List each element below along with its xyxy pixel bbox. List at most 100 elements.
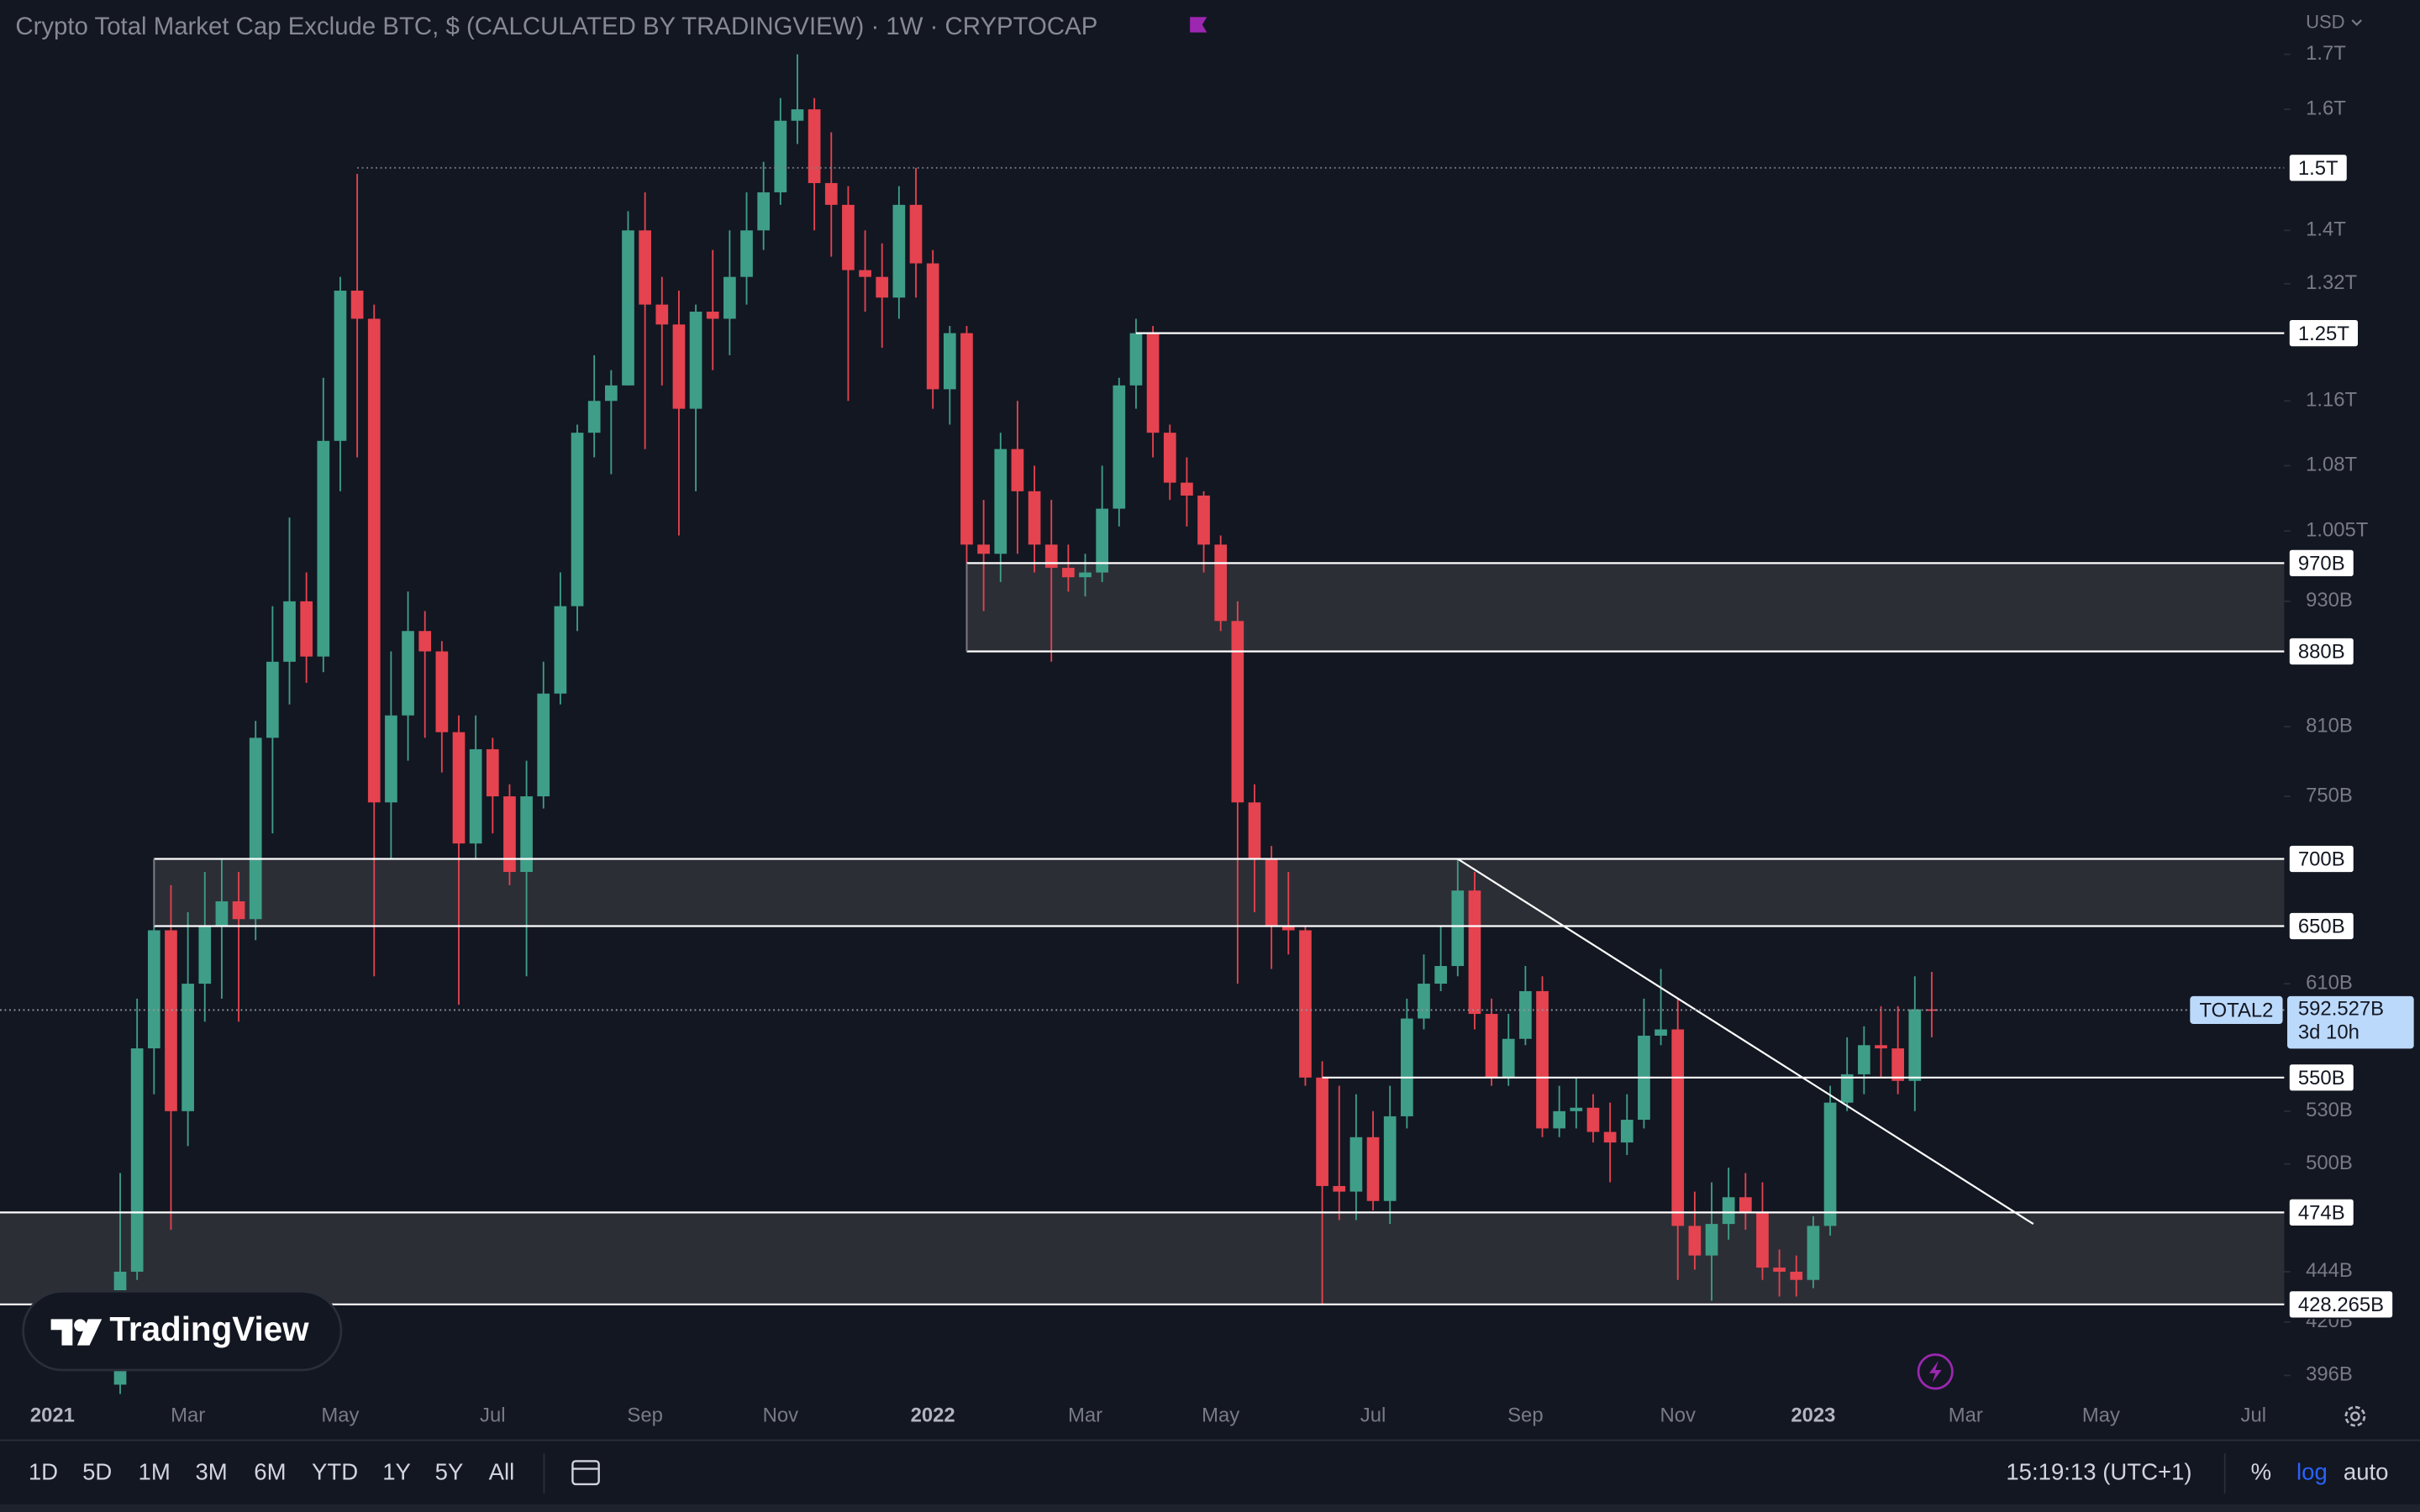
candle-body — [469, 748, 482, 844]
candle-body — [571, 433, 584, 606]
settings-gear[interactable] — [2344, 1405, 2366, 1427]
candle-body — [1908, 1009, 1922, 1081]
candle-body — [537, 693, 550, 797]
candle-body — [757, 192, 771, 231]
logo[interactable]: TradingView — [22, 1289, 343, 1372]
candle-body — [1011, 449, 1024, 491]
candle-body — [402, 631, 414, 716]
candle-body — [1858, 1045, 1870, 1074]
candle-body — [1451, 890, 1465, 967]
candle-body — [418, 631, 432, 652]
x-tick-label: Mar — [1068, 1404, 1102, 1426]
plot-area: 1.7T 1.6T 1.4T 1.32T 1.16T 1.08T 1.005T 930B 810… — [0, 42, 2414, 1426]
date-range-button[interactable] — [571, 1460, 600, 1486]
candle-body — [1265, 858, 1278, 927]
auto-toggle[interactable]: auto — [2344, 1458, 2389, 1484]
level-label: 550B — [2298, 1067, 2345, 1089]
zone — [966, 563, 2285, 652]
candle-body — [1536, 990, 1549, 1129]
candle-body — [655, 304, 669, 325]
level-label-box — [2287, 844, 2355, 874]
candle-body — [960, 333, 973, 545]
range-button[interactable]: 3M — [195, 1458, 227, 1484]
candle-body — [740, 230, 753, 277]
candle-body — [1333, 1185, 1346, 1192]
candle-body — [1671, 1029, 1685, 1226]
logo-badge[interactable] — [22, 1289, 343, 1372]
range-button[interactable]: 1Y — [382, 1458, 411, 1484]
y-tick-label: 1.4T — [2306, 218, 2346, 241]
x-tick-label: Mar — [1949, 1404, 1983, 1426]
candle-body — [1281, 926, 1295, 931]
candle-body — [1383, 1116, 1397, 1201]
candle-body — [1553, 1110, 1566, 1129]
candle-body — [520, 796, 533, 873]
range-button[interactable]: 6M — [254, 1458, 286, 1484]
candle-body — [1028, 491, 1041, 545]
candle-body — [266, 661, 279, 738]
y-tick-label: 810B — [2306, 714, 2353, 737]
candle-body — [385, 715, 397, 803]
percent-toggle[interactable]: % — [2251, 1458, 2272, 1484]
range-button[interactable]: 5Y — [435, 1458, 464, 1484]
candle-body — [1062, 567, 1075, 578]
candle-body — [977, 544, 990, 554]
range-button[interactable]: All — [489, 1458, 515, 1484]
candle-body — [350, 291, 364, 319]
candle-body — [1655, 1029, 1667, 1036]
candle-body — [1586, 1107, 1600, 1132]
lightning-circle[interactable] — [1917, 1353, 1954, 1390]
candle-body — [1739, 1197, 1752, 1213]
candle-body — [1197, 495, 1210, 545]
log-toggle[interactable]: log — [2296, 1458, 2328, 1484]
candle-body — [587, 401, 601, 433]
logo-text: TradingView — [109, 1310, 309, 1348]
countdown: 3d 10h — [2298, 1021, 2360, 1043]
currency-label[interactable]: USD — [2306, 11, 2345, 32]
candle-body — [723, 276, 736, 319]
calendar-icon[interactable] — [571, 1460, 600, 1486]
candle-body — [554, 606, 567, 694]
x-tick-label: Nov — [763, 1404, 798, 1426]
currency-caret[interactable] — [2351, 19, 2362, 26]
range-button[interactable]: 5D — [82, 1458, 112, 1484]
y-tick-label: 610B — [2306, 971, 2353, 994]
level-label: 880B — [2298, 641, 2345, 664]
candle-body — [1299, 930, 1312, 1078]
candle-body — [1316, 1077, 1328, 1186]
candle-body — [334, 291, 347, 441]
candle-body — [1129, 333, 1143, 386]
candle-body — [1044, 544, 1058, 568]
clock[interactable]: 15:19:13 (UTC+1) — [2006, 1458, 2191, 1484]
level-label-box — [2287, 153, 2349, 183]
candle-body — [317, 440, 330, 657]
last-price-label: 592.527B — [2298, 998, 2384, 1021]
y-tick-label: 396B — [2306, 1363, 2353, 1386]
lightning-icon — [1928, 1361, 1942, 1383]
chart-title: Crypto Total Market Cap Exclude BTC, $ (… — [15, 13, 1097, 40]
gear-outer[interactable] — [2344, 1405, 2366, 1427]
x-tick-label: Jul — [480, 1404, 506, 1426]
range-button[interactable]: YTD — [312, 1458, 358, 1484]
x-tick-label: May — [2082, 1404, 2120, 1426]
lightning-button[interactable] — [1917, 1353, 1954, 1390]
x-tick-label: 2022 — [911, 1404, 955, 1426]
candle-body — [791, 109, 804, 121]
level-label: 474B — [2298, 1201, 2345, 1224]
x-tick-label: Nov — [1660, 1404, 1697, 1426]
candle-body — [1570, 1107, 1583, 1111]
candle-body — [232, 901, 245, 920]
y-tick-label: 1.16T — [2306, 389, 2357, 412]
candle-body — [300, 601, 313, 657]
candle-body — [1603, 1131, 1617, 1143]
flag-icon — [1190, 17, 1207, 33]
candle-body — [672, 324, 686, 409]
candle-body — [1163, 433, 1176, 483]
range-button[interactable]: 1D — [29, 1458, 58, 1484]
candle-body — [1468, 890, 1481, 1015]
candle-body — [639, 230, 651, 305]
range-button[interactable]: 1M — [139, 1458, 171, 1484]
candle-body — [1773, 1268, 1786, 1272]
level-label: 1.5T — [2298, 157, 2338, 180]
